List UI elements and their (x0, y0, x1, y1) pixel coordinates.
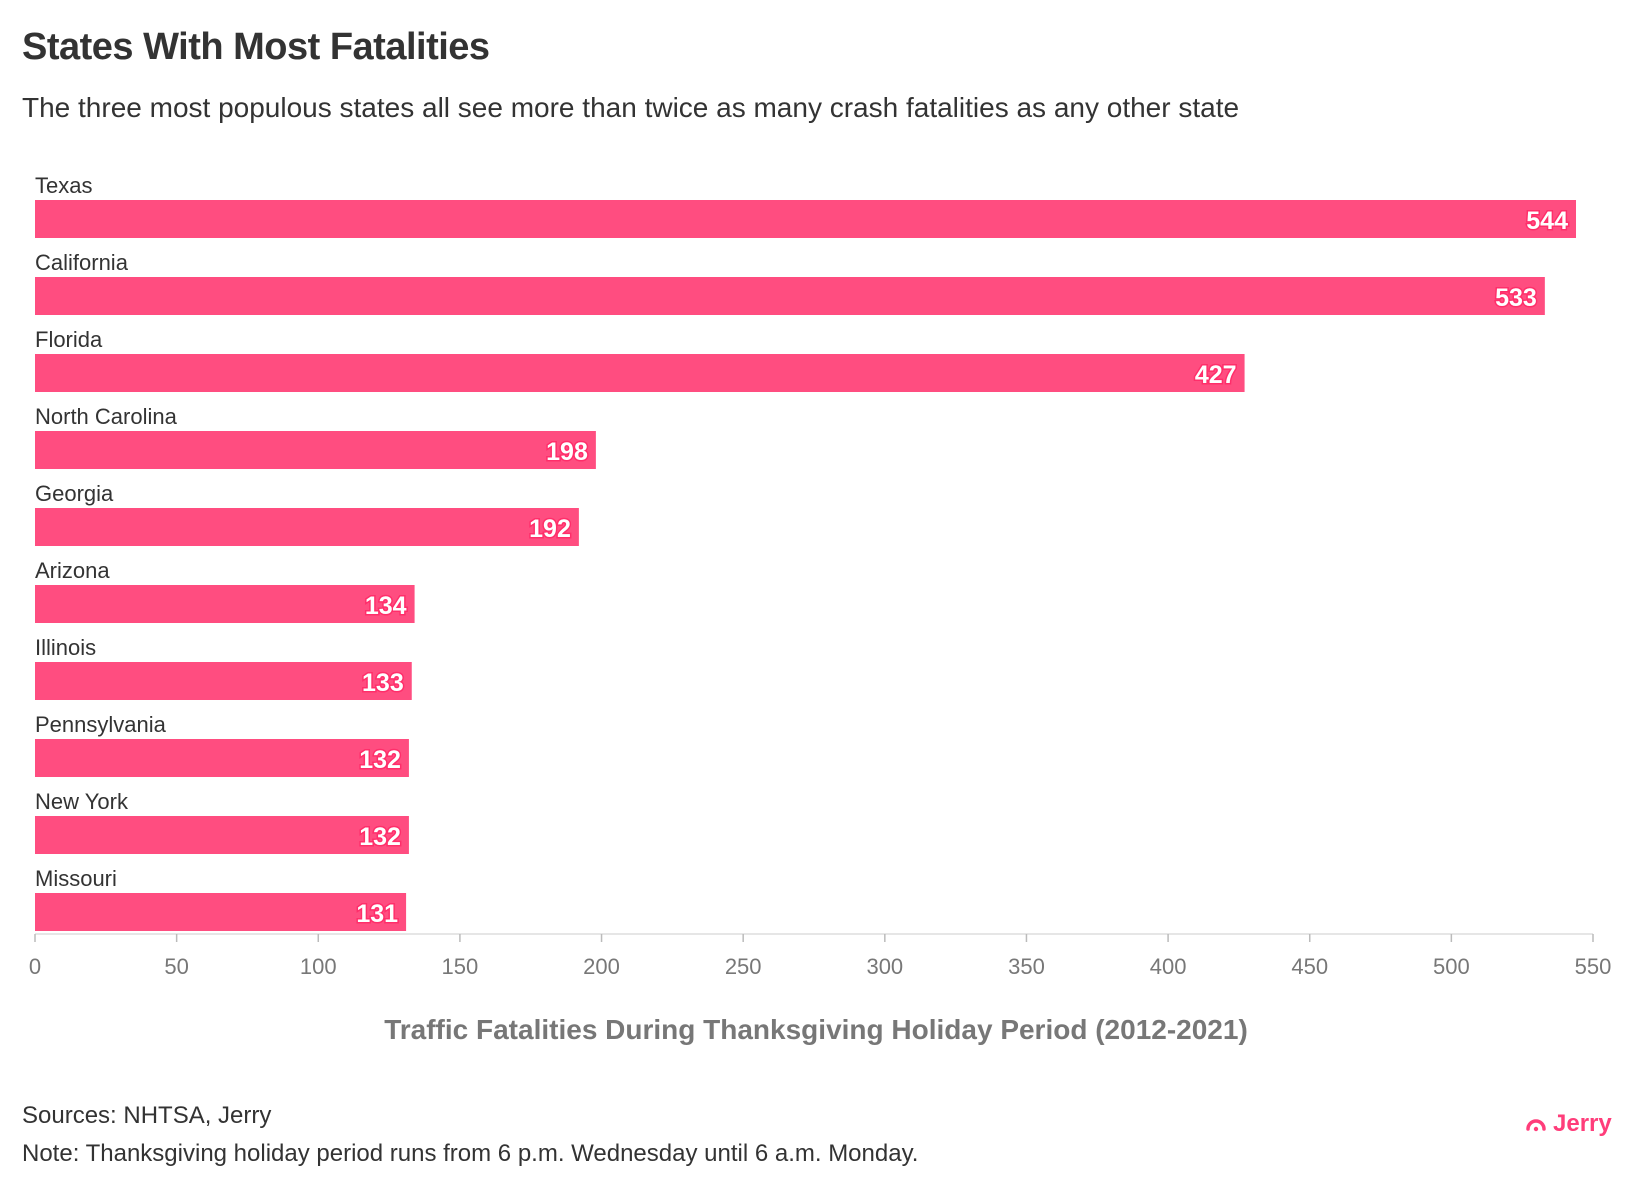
x-tick-label: 250 (725, 954, 762, 979)
bar (35, 354, 1245, 392)
jerry-logo-icon (1526, 1119, 1546, 1132)
chart-subtitle: The three most populous states all see m… (22, 92, 1240, 123)
bar (35, 431, 596, 469)
category-label: California (35, 250, 129, 275)
x-tick-label: 50 (164, 954, 188, 979)
bar (35, 200, 1577, 238)
x-tick-label: 350 (1008, 954, 1045, 979)
bar (35, 585, 415, 623)
x-tick-label: 450 (1291, 954, 1328, 979)
category-label: Arizona (35, 558, 110, 583)
data-label: 132 (359, 823, 401, 851)
data-label: 427 (1195, 361, 1237, 389)
category-label: Missouri (35, 866, 117, 891)
category-label: Georgia (35, 481, 114, 506)
data-label: 134 (365, 592, 407, 620)
bar (35, 277, 1545, 315)
x-tick-label: 550 (1575, 954, 1612, 979)
x-tick-label: 500 (1433, 954, 1470, 979)
data-label: 544 (1526, 207, 1568, 235)
jerry-logo: Jerry (1525, 1110, 1612, 1138)
x-tick-label: 400 (1150, 954, 1187, 979)
bar (35, 816, 409, 854)
data-label: 192 (529, 515, 571, 543)
data-label: 131 (356, 900, 398, 928)
category-label: Pennsylvania (35, 712, 167, 737)
data-label: 198 (546, 438, 588, 466)
chart-title: States With Most Fatalities (22, 26, 490, 68)
x-tick-label: 0 (29, 954, 41, 979)
category-label: Illinois (35, 635, 96, 660)
x-tick-label: 300 (866, 954, 903, 979)
category-label: Texas (35, 173, 92, 198)
x-tick-label: 200 (583, 954, 620, 979)
jerry-logo-text: Jerry (1553, 1110, 1612, 1137)
x-tick-label: 150 (442, 954, 479, 979)
data-label: 132 (359, 746, 401, 774)
category-label: New York (35, 789, 129, 814)
data-label: 533 (1495, 284, 1537, 312)
x-axis-title: Traffic Fatalities During Thanksgiving H… (384, 1014, 1248, 1045)
category-label: North Carolina (35, 404, 178, 429)
bar (35, 739, 409, 777)
bar-chart: Texas 544 California 533 Florida 427 North Car… (29, 173, 1612, 979)
bar (35, 508, 579, 546)
x-tick-label: 100 (300, 954, 337, 979)
category-label: Florida (35, 327, 103, 352)
bar (35, 662, 412, 700)
bar (35, 893, 407, 931)
note-text: Note: Thanksgiving holiday period runs f… (22, 1140, 919, 1167)
data-label: 133 (362, 669, 404, 697)
sources-text: Sources: NHTSA, Jerry (22, 1102, 272, 1129)
